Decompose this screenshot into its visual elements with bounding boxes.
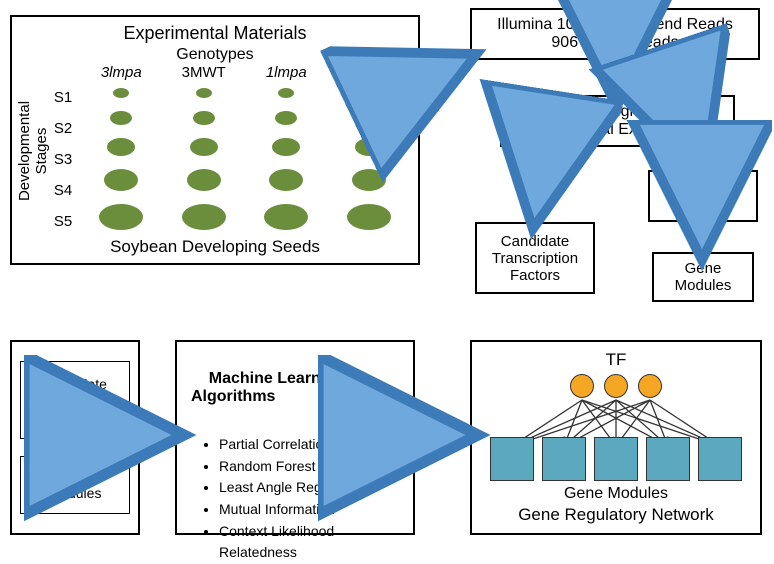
seed (187, 169, 221, 191)
seed (193, 111, 215, 125)
exp-title: Experimental Materials (20, 23, 410, 44)
ml-list-item: Mutual Information (219, 499, 399, 521)
seed (361, 88, 377, 98)
ml-box: Machine Learning Algorithms Partial Corr… (175, 340, 415, 535)
genotypes-label: Genotypes (20, 46, 410, 64)
tf-node (570, 374, 594, 398)
seed-grid: 3lmpa 3MWT 1lmpa 1MWT (80, 64, 410, 237)
align-line1: Read Alignment (561, 103, 674, 121)
stage-label: S3 (46, 151, 80, 168)
stages-axis-label: Developmental Stages (20, 64, 46, 237)
seed (269, 169, 303, 191)
seed (99, 204, 143, 230)
ml-list-item: Partial Correlation (219, 434, 399, 456)
tf-label: TF (606, 350, 627, 370)
seed (110, 111, 132, 125)
seed (196, 88, 212, 98)
gm-row (490, 437, 742, 481)
gm-node (490, 437, 534, 481)
gm-node (646, 437, 690, 481)
seed (190, 138, 218, 156)
gm-node (594, 437, 638, 481)
grn-box: TF Gene Modules Gene Regulatory Network (470, 340, 762, 535)
seed (352, 169, 386, 191)
genotype-header: 1lmpa (251, 64, 321, 81)
reads-line2: 906 million Reads (551, 34, 678, 52)
ml-inputs-box: Candidate Transcription Factors Gene Mod… (10, 340, 140, 535)
reads-box: Illumina 100bp Single-end Reads 906 mill… (470, 8, 760, 60)
stage-label: S2 (46, 120, 80, 137)
ml-list-item: Random Forest (219, 456, 399, 478)
ml-list-item: Context Likelihood Relatedness (219, 521, 399, 564)
genotype-header: 1MWT (334, 64, 404, 81)
stage-label: S1 (46, 89, 80, 106)
gm-node (542, 437, 586, 481)
ctf-box: Candidate Transcription Factors (475, 222, 595, 294)
ml-list-item: Least Angle Regression (219, 477, 399, 499)
align-box: Read Alignment Differential Expression (500, 95, 735, 147)
seed (275, 111, 297, 125)
gm-node (698, 437, 742, 481)
stage-label: S5 (46, 213, 80, 230)
genotype-header: 3MWT (169, 64, 239, 81)
ml-title: Machine Learning Algorithms (191, 352, 345, 424)
seed (182, 204, 226, 230)
exp-bottom-label: Soybean Developing Seeds (20, 237, 410, 257)
grn-title: Gene Regulatory Network (518, 505, 714, 525)
seed (272, 138, 300, 156)
tf-node (604, 374, 628, 398)
seed (104, 169, 138, 191)
tf-node (638, 374, 662, 398)
seed (107, 138, 135, 156)
seed (264, 204, 308, 230)
seed (355, 138, 383, 156)
ml-list: Partial CorrelationRandom ForestLeast An… (219, 434, 399, 564)
gm-label: Gene Modules (564, 485, 668, 503)
seed (113, 88, 129, 98)
reads-line1: Illumina 100bp Single-end Reads (497, 16, 733, 34)
cluster-box: Clustering Analysis (648, 170, 758, 222)
ml-in-ctf: Candidate Transcription Factors (20, 361, 130, 439)
genotype-header: 3lmpa (86, 64, 156, 81)
seed (358, 111, 380, 125)
stage-labels: S1 S2 S3 S4 S5 (46, 64, 80, 237)
experimental-materials-box: Experimental Materials Genotypes Develop… (10, 15, 420, 265)
ml-in-gm: Gene Modules (20, 456, 130, 514)
align-line2: Differential Expression (538, 121, 698, 139)
tf-row (570, 374, 662, 398)
gm-box: Gene Modules (652, 252, 754, 302)
seed (347, 204, 391, 230)
seed (278, 88, 294, 98)
stage-label: S4 (46, 182, 80, 199)
